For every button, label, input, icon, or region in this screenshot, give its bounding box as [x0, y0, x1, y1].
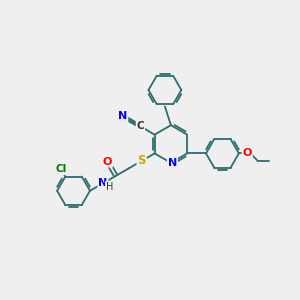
Text: N: N — [168, 158, 177, 168]
Text: H: H — [106, 182, 113, 192]
Text: O: O — [242, 148, 252, 158]
Text: O: O — [103, 157, 112, 166]
Text: S: S — [137, 154, 146, 167]
Text: N: N — [98, 178, 107, 188]
Text: Cl: Cl — [56, 164, 67, 174]
Text: C: C — [136, 122, 144, 131]
Text: N: N — [118, 111, 128, 121]
